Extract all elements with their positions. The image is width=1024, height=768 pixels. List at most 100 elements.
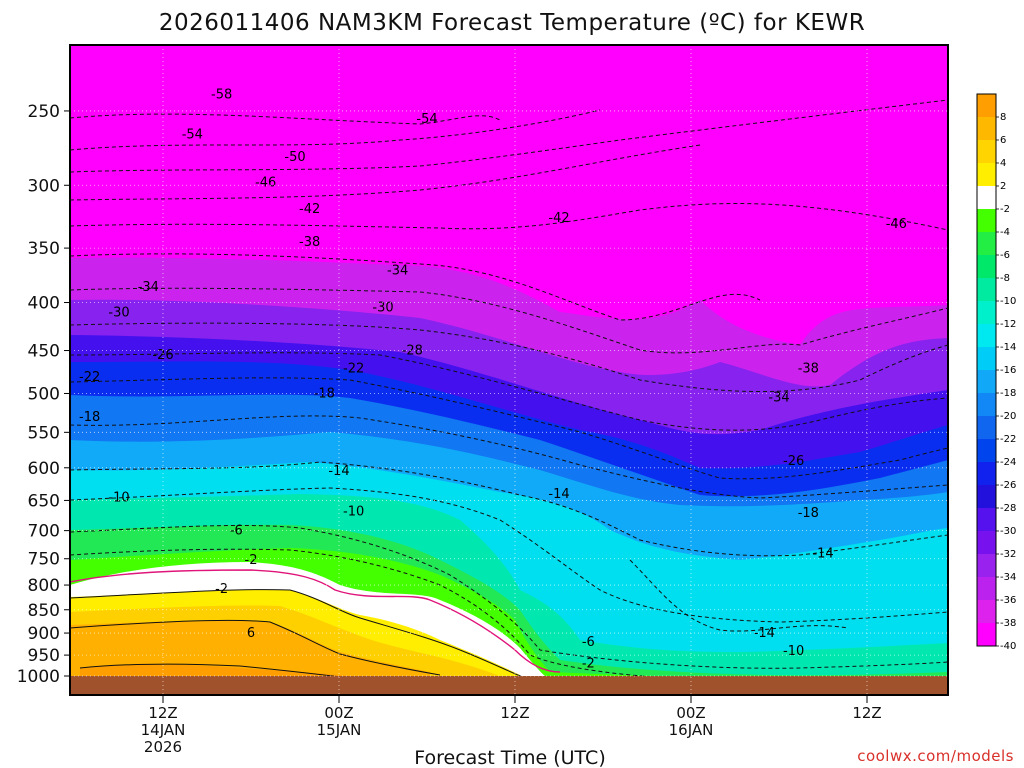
legend-swatch <box>977 117 996 140</box>
legend-swatch <box>977 370 996 393</box>
legend-label: -24 <box>1000 457 1016 468</box>
legend-swatch <box>977 255 996 278</box>
contour-label: -10 <box>108 490 129 505</box>
contour-label: -2 <box>582 657 595 672</box>
legend-swatch <box>977 416 996 439</box>
x-tick-label: 16JAN <box>669 721 714 739</box>
contour-label: -18 <box>798 506 819 521</box>
legend-label: -2 <box>1000 204 1010 215</box>
legend-swatch <box>977 301 996 324</box>
contour-label: -26 <box>152 348 173 363</box>
y-tick-label: 500 <box>28 384 60 404</box>
legend-swatch <box>977 393 996 416</box>
legend-swatch <box>977 94 996 117</box>
contour-label: -42 <box>299 202 320 217</box>
contour-label: -6 <box>230 524 243 539</box>
contour-label: -34 <box>138 280 159 295</box>
legend-label: -26 <box>1000 480 1016 491</box>
legend-swatch <box>977 508 996 531</box>
contour-label: -14 <box>548 487 569 502</box>
x-tick-label: 12Z <box>148 704 177 722</box>
contour-label: -30 <box>108 306 129 321</box>
contour-label: -10 <box>343 505 364 520</box>
contour-label: -46 <box>886 217 907 232</box>
contour-label: -22 <box>343 361 364 376</box>
contour-label: -18 <box>314 386 335 401</box>
legend-label: -30 <box>1000 526 1016 537</box>
legend-swatch <box>977 163 996 186</box>
ground-surface <box>70 676 948 695</box>
contour-label: -54 <box>416 112 437 127</box>
legend-label: 4 <box>1000 158 1006 169</box>
x-tick-label: 2026 <box>144 738 182 756</box>
contour-label: -14 <box>328 464 349 479</box>
x-tick-label: 14JAN <box>141 721 186 739</box>
contour-label: -14 <box>754 626 775 641</box>
y-tick-label: 650 <box>28 491 60 511</box>
contour-label: -50 <box>284 150 305 165</box>
contour-label: -10 <box>783 644 804 659</box>
x-tick-label: 00Z <box>324 704 353 722</box>
legend-swatch <box>977 347 996 370</box>
x-tick-label: 12Z <box>852 704 881 722</box>
contour-label: -34 <box>387 264 408 279</box>
y-tick-label: 700 <box>28 522 60 542</box>
legend-label: -18 <box>1000 388 1016 399</box>
isotherm-contours <box>70 99 948 682</box>
legend-swatch <box>977 324 996 347</box>
legend-label: -6 <box>1000 250 1010 261</box>
legend-swatch <box>977 140 996 163</box>
y-tick-label: 950 <box>28 646 60 666</box>
contour-label: -38 <box>798 361 819 376</box>
legend-swatch <box>977 209 996 232</box>
contour-label: -34 <box>768 391 789 406</box>
y-axis: 250 300 350 400 450 500 550 600 650 700 750 800 850 9… <box>17 102 70 687</box>
legend-label: -22 <box>1000 434 1016 445</box>
legend-label: -14 <box>1000 342 1016 353</box>
contour-label: -22 <box>79 370 100 385</box>
y-tick-label: 900 <box>28 624 60 644</box>
contour-label: -14 <box>812 546 833 561</box>
color-legend: 8 6 4 2 -2 -4 -6 -8 -10 -12 -14 -16 -18 -20 -22 -24 -26 -… <box>976 93 1016 652</box>
y-tick-label: 250 <box>28 102 60 122</box>
credit-text: coolwx.com/models <box>857 747 1014 765</box>
y-tick-label: 600 <box>28 459 60 479</box>
legend-label: -20 <box>1000 411 1016 422</box>
legend-label: -38 <box>1000 618 1016 629</box>
legend-label: -4 <box>1000 227 1010 238</box>
y-tick-label: 800 <box>28 576 60 596</box>
y-tick-label: 550 <box>28 423 60 443</box>
contour-label: -6 <box>582 635 595 650</box>
legend-swatch <box>977 531 996 554</box>
contour-labels: -58-54-54-50-46-42-42 -46-38-34-34-30 -30-… <box>79 87 907 672</box>
x-tick-label: 00Z <box>676 704 705 722</box>
legend-swatch <box>977 278 996 301</box>
legend-swatch <box>977 485 996 508</box>
y-tick-label: 450 <box>28 342 60 362</box>
legend-swatch <box>977 439 996 462</box>
y-tick-label: 850 <box>28 601 60 621</box>
plot-frame <box>69 44 949 696</box>
y-tick-label: 1000 <box>17 667 60 687</box>
legend-swatch <box>977 462 996 485</box>
contour-label: -30 <box>372 301 393 316</box>
legend-swatch <box>977 600 996 623</box>
legend-label: -16 <box>1000 365 1016 376</box>
contour-label: -26 <box>783 454 804 469</box>
legend-label: -40 <box>1000 641 1016 652</box>
plot-area: -58-54-54-50-46-42-42 -46-38-34-34-30 -30-… <box>70 45 948 695</box>
legend-label: 2 <box>1000 181 1006 192</box>
y-tick-label: 750 <box>28 550 60 570</box>
contour-label: -2 <box>215 582 228 597</box>
x-tick-label: 15JAN <box>317 721 362 739</box>
legend-swatch <box>977 554 996 577</box>
legend-swatch <box>977 232 996 255</box>
contour-label: -38 <box>299 235 320 250</box>
contour-label: -28 <box>402 344 423 359</box>
contour-label: -58 <box>211 87 232 102</box>
legend-label: -32 <box>1000 549 1016 560</box>
contour-label: -18 <box>79 410 100 425</box>
legend-swatch <box>977 623 996 646</box>
